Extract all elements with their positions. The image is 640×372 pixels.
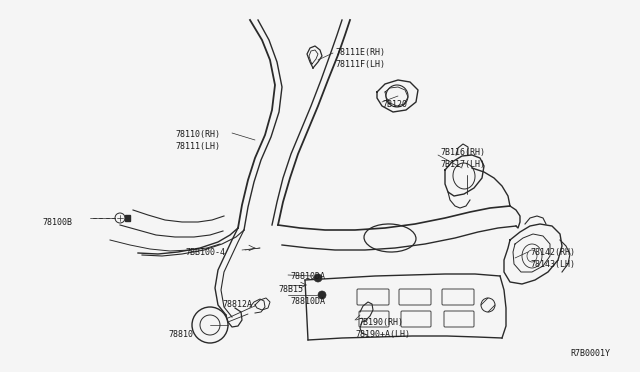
Text: 78143(LH): 78143(LH) bbox=[530, 260, 575, 269]
Circle shape bbox=[318, 291, 326, 299]
Text: 78111F(LH): 78111F(LH) bbox=[335, 60, 385, 69]
Text: 78810: 78810 bbox=[168, 330, 193, 339]
Text: 7B116(RH): 7B116(RH) bbox=[440, 148, 485, 157]
Text: 7B120: 7B120 bbox=[382, 100, 407, 109]
Polygon shape bbox=[125, 215, 130, 221]
Text: 78111E(RH): 78111E(RH) bbox=[335, 48, 385, 57]
Text: R7B0001Y: R7B0001Y bbox=[570, 349, 610, 358]
Text: 78812A: 78812A bbox=[222, 300, 252, 309]
Text: 78100B: 78100B bbox=[42, 218, 72, 227]
Text: 7B190(RH): 7B190(RH) bbox=[358, 318, 403, 327]
Text: 78110(RH): 78110(RH) bbox=[175, 130, 220, 139]
Text: 78B15: 78B15 bbox=[278, 285, 303, 294]
Text: 78142(RH): 78142(RH) bbox=[530, 248, 575, 257]
Text: 78810DA: 78810DA bbox=[290, 297, 325, 306]
Text: 7B117(LH): 7B117(LH) bbox=[440, 160, 485, 169]
Text: 7BB100-4: 7BB100-4 bbox=[185, 248, 225, 257]
Text: 78810DA: 78810DA bbox=[290, 272, 325, 281]
Text: 78190+A(LH): 78190+A(LH) bbox=[355, 330, 410, 339]
Text: 78111(LH): 78111(LH) bbox=[175, 142, 220, 151]
Circle shape bbox=[314, 274, 322, 282]
